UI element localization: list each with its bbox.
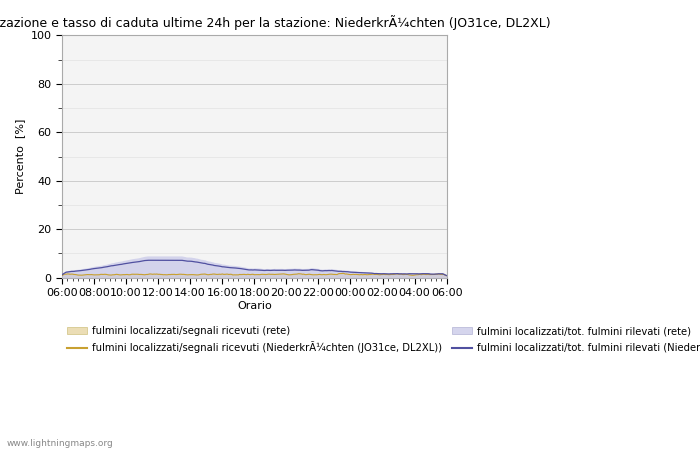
Legend: fulmini localizzati/segnali ricevuti (rete), fulmini localizzati/segnali ricevut: fulmini localizzati/segnali ricevuti (re… <box>67 326 700 353</box>
Text: www.lightningmaps.org: www.lightningmaps.org <box>7 439 113 448</box>
Y-axis label: Percento  [%]: Percento [%] <box>15 119 25 194</box>
Title: Localizzazione e tasso di caduta ultime 24h per la stazione: NiederkrÃ¼chten (JO: Localizzazione e tasso di caduta ultime … <box>0 15 551 30</box>
X-axis label: Orario: Orario <box>237 301 272 311</box>
